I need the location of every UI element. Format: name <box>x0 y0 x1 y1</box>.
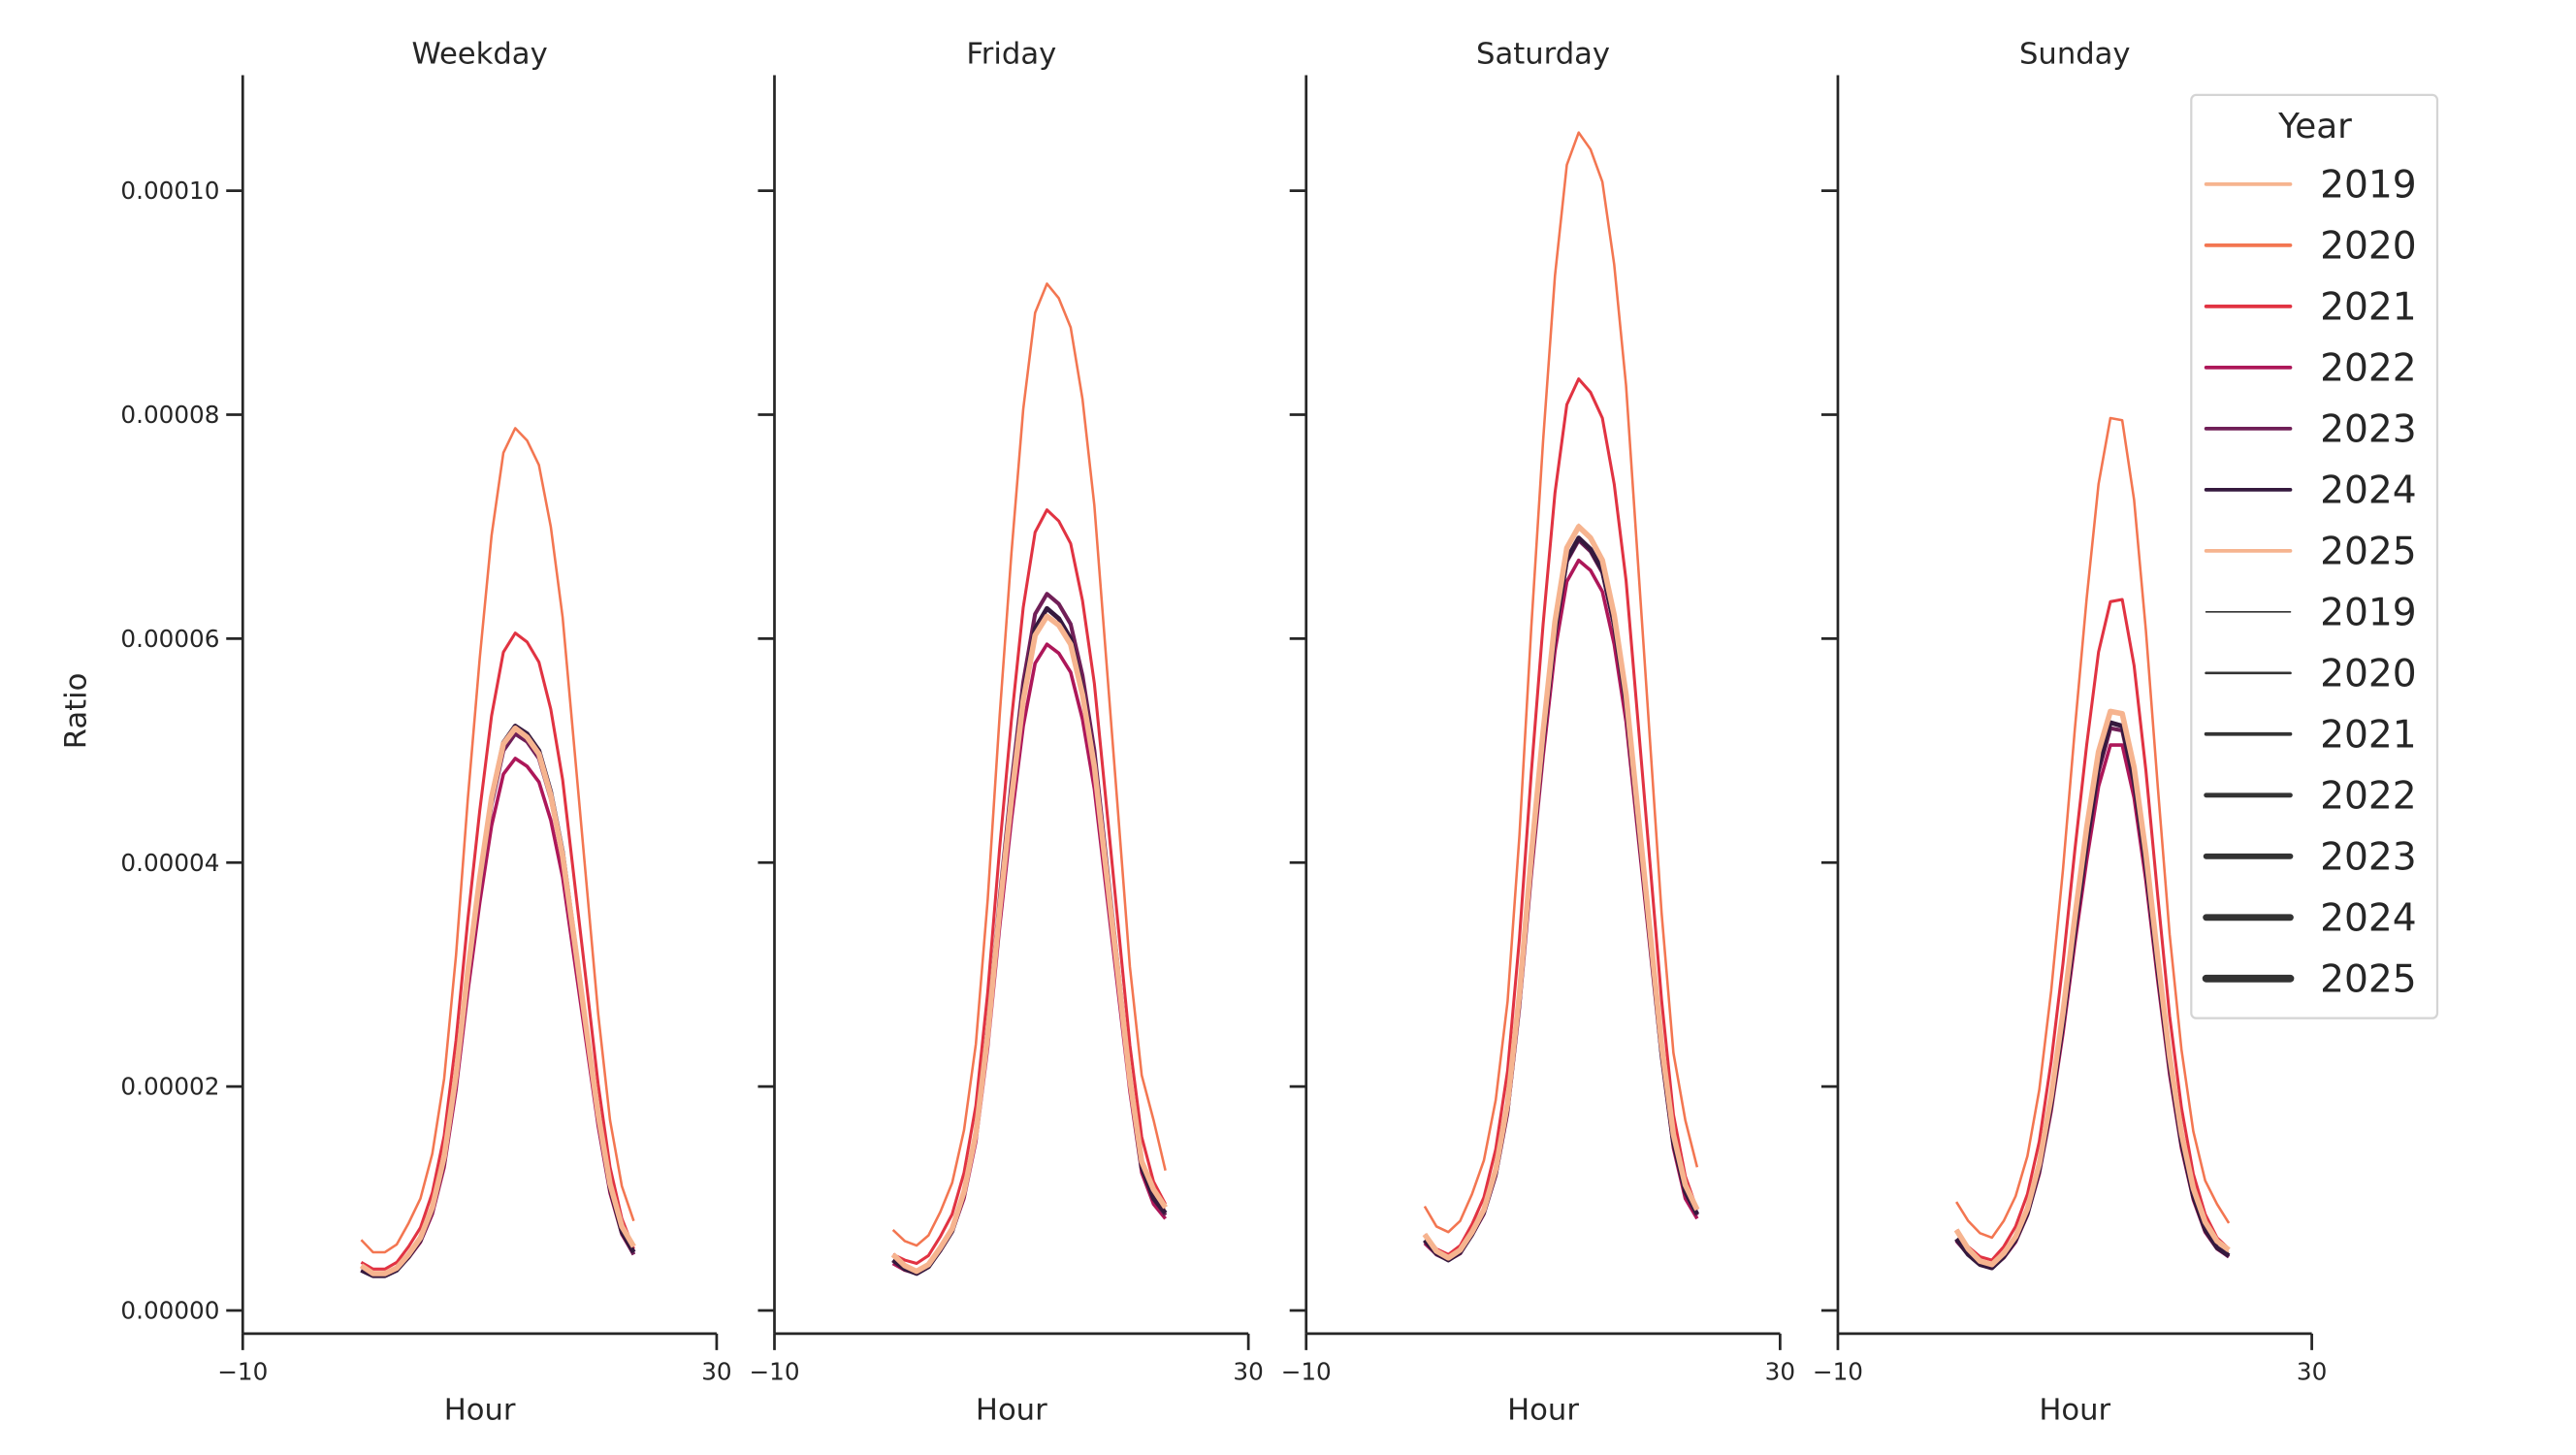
panel-title: Sunday <box>2019 38 2131 72</box>
series-line-2025 <box>359 725 636 1277</box>
series-line-2022 <box>1954 743 2231 1270</box>
panel-sunday: Sunday −10 30 Hour <box>1813 38 2327 1428</box>
x-tick-label: 30 <box>1765 1358 1795 1386</box>
series-line-2021 <box>892 508 1167 1266</box>
legend-label: 2021 <box>2320 713 2417 757</box>
legend-label: 2025 <box>2320 957 2417 1001</box>
series-line-2025 <box>890 613 1168 1275</box>
x-tick-label: −10 <box>1281 1358 1332 1386</box>
y-tick-label: 0.00004 <box>120 849 219 877</box>
legend-label: 2024 <box>2320 896 2417 940</box>
x-tick-label: −10 <box>749 1358 799 1386</box>
panel-title: Saturday <box>1476 38 1610 72</box>
legend-title: Year <box>2277 107 2352 146</box>
panel-weekday: Weekday 0.00000 0.00002 0.00004 0.00006 0.000… <box>120 38 731 1428</box>
panel-saturday: Saturday −10 30 Hour <box>1281 38 1795 1428</box>
series-line-2022 <box>1423 558 1699 1262</box>
series-line-2021 <box>360 631 635 1271</box>
x-tick-label: 30 <box>2297 1358 2327 1386</box>
series-line-2020 <box>360 427 635 1254</box>
legend-label: 2024 <box>2320 469 2417 512</box>
y-tick-label: 0.00000 <box>120 1297 219 1325</box>
series-line-2025 <box>1953 708 2231 1268</box>
x-axis-label: Hour <box>444 1393 516 1427</box>
legend-label: 2023 <box>2320 407 2417 451</box>
x-axis-label: Hour <box>976 1393 1047 1427</box>
series-line-2021 <box>1423 377 1699 1256</box>
series-line-2020 <box>891 282 1167 1247</box>
legend: Year 2019 2020 2021 2022 2023 2024 2025 2019 202… <box>2190 93 2439 1019</box>
series-line-2021 <box>1954 598 2231 1262</box>
legend-label: 2019 <box>2320 591 2417 634</box>
legend-label: 2019 <box>2320 163 2417 207</box>
y-axis-label: Ratio <box>60 673 94 750</box>
legend-label: 2025 <box>2320 530 2417 573</box>
series-line-2024 <box>360 724 636 1278</box>
panel-title: Weekday <box>411 38 547 72</box>
legend-box <box>2190 93 2439 1019</box>
series-line-2022 <box>360 757 635 1278</box>
x-tick-label: 30 <box>1233 1358 1263 1386</box>
panel-friday: Friday −10 30 Hour <box>749 38 1263 1428</box>
legend-label: 2022 <box>2320 346 2417 390</box>
legend-label: 2023 <box>2320 835 2417 879</box>
series-line-2020 <box>1955 416 2231 1240</box>
x-tick-label: −10 <box>1813 1358 1863 1386</box>
series-line-2019 <box>360 727 635 1277</box>
y-tick-label: 0.00002 <box>120 1073 219 1101</box>
series-line-2023 <box>360 731 636 1278</box>
series-line-2024 <box>891 605 1168 1277</box>
series-line-2019 <box>1424 523 1698 1260</box>
legend-label: 2020 <box>2320 224 2417 268</box>
series-line-2022 <box>891 642 1168 1276</box>
series-line-2023 <box>1423 537 1699 1263</box>
x-tick-label: −10 <box>217 1358 268 1386</box>
series-line-2025 <box>1422 524 1700 1261</box>
x-tick-label: 30 <box>701 1358 731 1386</box>
x-axis-label: Hour <box>2039 1393 2110 1427</box>
panel-title: Friday <box>966 38 1056 72</box>
series-line-2019 <box>891 615 1167 1274</box>
series-line-2024 <box>1423 535 1699 1263</box>
x-axis-label: Hour <box>1507 1393 1579 1427</box>
legend-label: 2020 <box>2320 652 2417 695</box>
series-line-2020 <box>1423 131 1699 1234</box>
legend-label: 2022 <box>2320 774 2417 818</box>
legend-label: 2021 <box>2320 285 2417 329</box>
y-tick-label: 0.00010 <box>120 177 219 205</box>
y-tick-label: 0.00006 <box>120 625 219 653</box>
y-tick-label: 0.00008 <box>120 401 219 429</box>
